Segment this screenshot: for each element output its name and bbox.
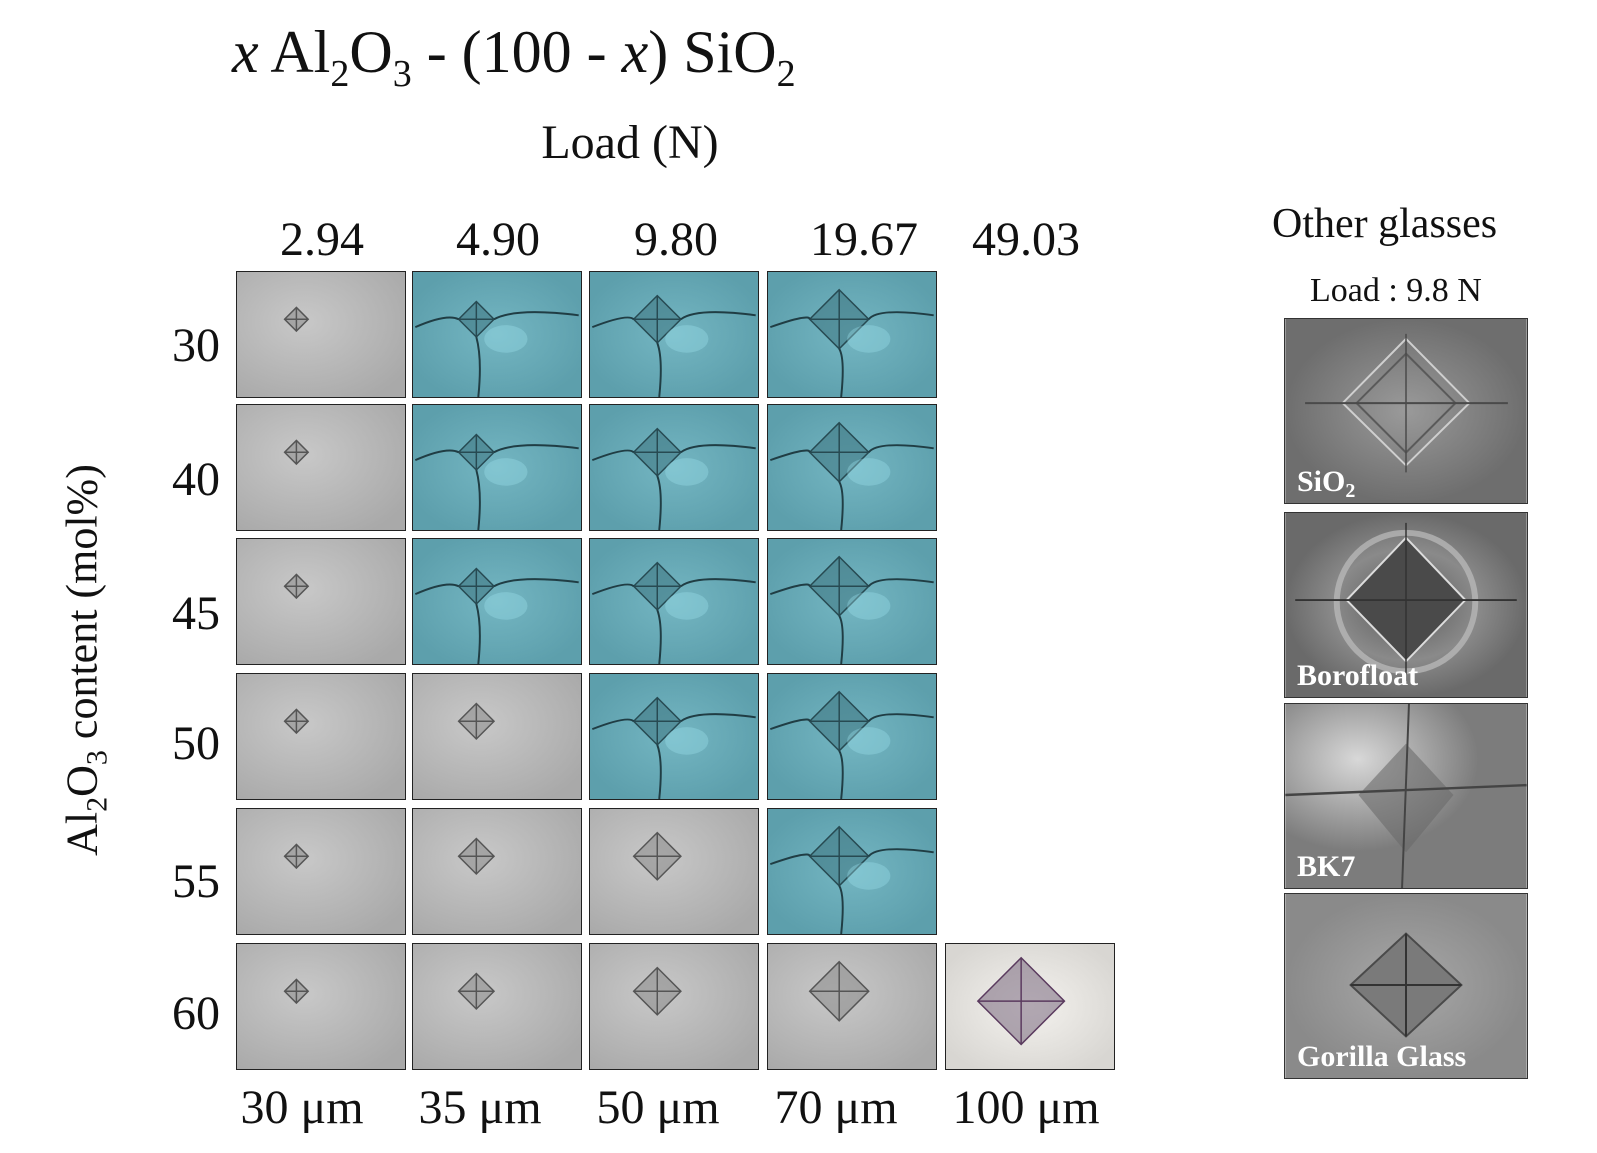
indentation-image	[767, 673, 937, 800]
other-glasses-title: Other glasses	[1272, 201, 1498, 247]
indentation-image	[945, 943, 1115, 1070]
indentation-image	[236, 538, 406, 665]
indentation-image	[412, 673, 582, 800]
glass-image-gorilla-glass: Gorilla Glass	[1284, 893, 1528, 1079]
indentation-image	[589, 404, 759, 531]
load-label: 2.94	[280, 213, 364, 266]
indentation-image	[767, 943, 937, 1070]
indentation-image	[412, 271, 582, 398]
row-label: 50	[172, 717, 220, 770]
indentation-image	[236, 271, 406, 398]
glass-label: Gorilla Glass	[1297, 1040, 1467, 1073]
scale-bar-label: 50 μm	[596, 1081, 720, 1134]
load-label: 19.67	[810, 213, 918, 266]
row-label: 55	[172, 855, 220, 908]
load-label: 4.90	[456, 213, 540, 266]
scale-bar-label: 30 μm	[240, 1081, 364, 1134]
indentation-image	[236, 808, 406, 935]
indentation-image	[767, 808, 937, 935]
row-label: 45	[172, 587, 220, 640]
scale-bar-label: 70 μm	[774, 1081, 898, 1134]
indentation-image	[589, 538, 759, 665]
indentation-image	[412, 404, 582, 531]
indentation-image	[236, 943, 406, 1070]
indentation-image	[589, 808, 759, 935]
y-axis-title: Al2O3 content (mol%)	[57, 464, 114, 856]
load-axis-title: Load (N)	[541, 116, 719, 169]
indentation-image	[767, 271, 937, 398]
indentation-image	[412, 943, 582, 1070]
indentation-image	[767, 404, 937, 531]
load-label: 9.80	[634, 213, 718, 266]
other-glasses-load: Load : 9.8 N	[1310, 272, 1482, 309]
indentation-image	[589, 673, 759, 800]
indentation-image	[412, 808, 582, 935]
row-label: 30	[172, 319, 220, 372]
row-label: 40	[172, 453, 220, 506]
scale-bar-label: 35 μm	[418, 1081, 542, 1134]
glass-label: BK7	[1297, 850, 1356, 883]
row-label: 60	[172, 987, 220, 1040]
indentation-image	[236, 404, 406, 531]
glass-label: SiO2	[1297, 465, 1356, 502]
indentation-image	[589, 271, 759, 398]
indentation-image	[767, 538, 937, 665]
figure-title: x Al2O3 - (100 - x) SiO2	[232, 19, 796, 95]
glass-image-bk7: BK7	[1284, 703, 1528, 889]
glass-image-sio2: SiO2	[1284, 318, 1528, 504]
indentation-image	[412, 538, 582, 665]
glass-image-borofloat: Borofloat	[1284, 512, 1528, 698]
glass-label: Borofloat	[1297, 659, 1419, 692]
load-label: 49.03	[972, 213, 1080, 266]
indentation-image	[236, 673, 406, 800]
scale-bar-label: 100 μm	[952, 1081, 1100, 1134]
indentation-image	[589, 943, 759, 1070]
